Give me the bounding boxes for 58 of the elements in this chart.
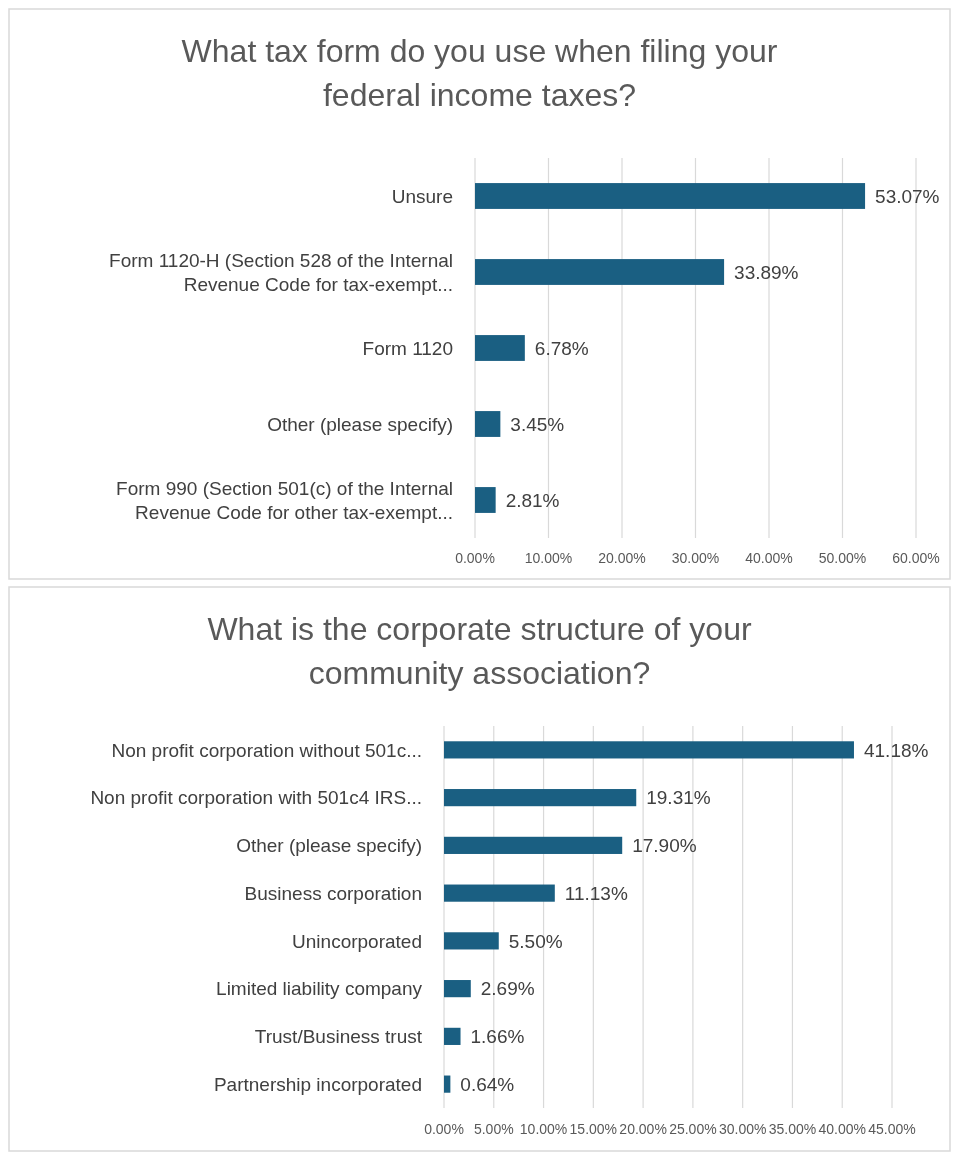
data-label: 17.90% [632, 835, 697, 857]
bar [444, 1027, 461, 1045]
y-tick-label: Form 1120 [362, 337, 453, 359]
y-tick-label: Form 990 (Section 501(c) of the Internal Revenue Code for other tax-exempt... [116, 477, 453, 523]
data-label: 2.69% [480, 978, 535, 1000]
x-tick-label: 0.00% [424, 1121, 464, 1137]
bar [444, 932, 499, 950]
x-tick-label: 15.00% [569, 1121, 618, 1137]
x-tick-label: 30.00% [671, 550, 720, 566]
x-tick-label: 25.00% [669, 1121, 717, 1137]
data-label: 19.31% [646, 787, 711, 809]
chart-title: What tax form do you use when filing your federal income taxes? [181, 33, 778, 113]
data-label: 3.45% [510, 413, 565, 435]
bar [475, 183, 866, 209]
x-tick-label: 10.00% [524, 550, 573, 566]
data-label: 53.07% [875, 185, 940, 207]
x-tick-label: 40.00% [745, 550, 793, 566]
x-tick-label: 35.00% [768, 1121, 817, 1137]
bar [475, 487, 496, 513]
bar [475, 411, 501, 437]
y-tick-label: Other (please specify) [267, 413, 453, 435]
bar [444, 789, 637, 807]
bar [444, 836, 623, 854]
y-tick-label: Non profit corporation with 501c4 IRS... [90, 787, 422, 809]
bar [444, 980, 471, 998]
bar [475, 335, 525, 361]
chart-title: What is the corporate structure of your community association? [207, 611, 752, 691]
y-tick-label: Business corporation [244, 882, 422, 904]
data-label: 11.13% [564, 882, 628, 904]
data-label: 0.64% [460, 1073, 515, 1095]
data-label: 5.50% [508, 930, 563, 952]
y-tick-label: Other (please specify) [236, 835, 422, 857]
y-tick-label: Unincorporated [292, 930, 422, 952]
data-label: 6.78% [534, 337, 589, 359]
y-tick-label: Limited liability company [216, 978, 423, 1000]
x-tick-label: 20.00% [619, 1121, 667, 1137]
y-tick-label: Trust/Business trust [254, 1026, 423, 1048]
x-tick-label: 45.00% [868, 1121, 916, 1137]
y-tick-label: Form 1120-H (Section 528 of the Internal Revenue Code for tax-exempt... [109, 249, 453, 295]
x-tick-label: 20.00% [598, 550, 646, 566]
x-tick-label: 5.00% [473, 1121, 514, 1137]
y-tick-label: Unsure [391, 185, 453, 207]
bar [444, 741, 854, 759]
y-tick-label: Non profit corporation without 501c... [111, 739, 422, 761]
bar [475, 259, 725, 285]
bar [444, 884, 555, 902]
x-tick-label: 30.00% [718, 1121, 767, 1137]
bar [444, 1075, 451, 1093]
data-label: 1.66% [470, 1026, 525, 1048]
x-tick-label: 50.00% [818, 550, 867, 566]
x-tick-label: 40.00% [818, 1121, 866, 1137]
data-label: 41.18% [863, 739, 929, 761]
data-label: 2.81% [505, 489, 560, 511]
x-tick-label: 10.00% [519, 1121, 568, 1137]
y-tick-label: Partnership incorporated [213, 1073, 422, 1095]
x-tick-label: 60.00% [892, 550, 940, 566]
x-tick-label: 0.00% [455, 550, 495, 566]
data-label: 33.89% [734, 261, 799, 283]
